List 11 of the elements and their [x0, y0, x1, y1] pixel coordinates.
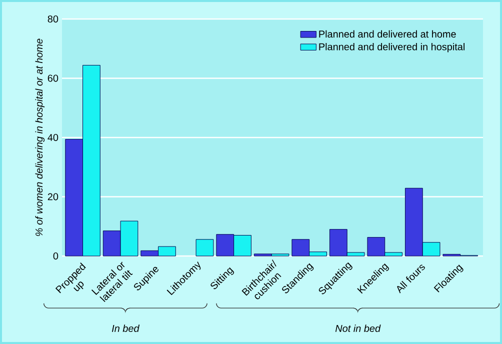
legend-label: Planned and delivered in hospital [319, 43, 464, 52]
y-tick-label: 20 [48, 193, 58, 200]
y-tick-label: 0 [53, 252, 58, 260]
bar [196, 239, 214, 256]
y-tick-label: 80 [48, 15, 58, 23]
y-axis-title: % of women delivering in hospital or at home [35, 38, 45, 236]
y-tick-label: 60 [48, 74, 58, 82]
text: In bed [112, 324, 140, 332]
text: Not in bed [335, 324, 381, 332]
y-tick-label: 40 [48, 134, 58, 142]
legend-label: Planned and delivered at home [319, 30, 456, 38]
